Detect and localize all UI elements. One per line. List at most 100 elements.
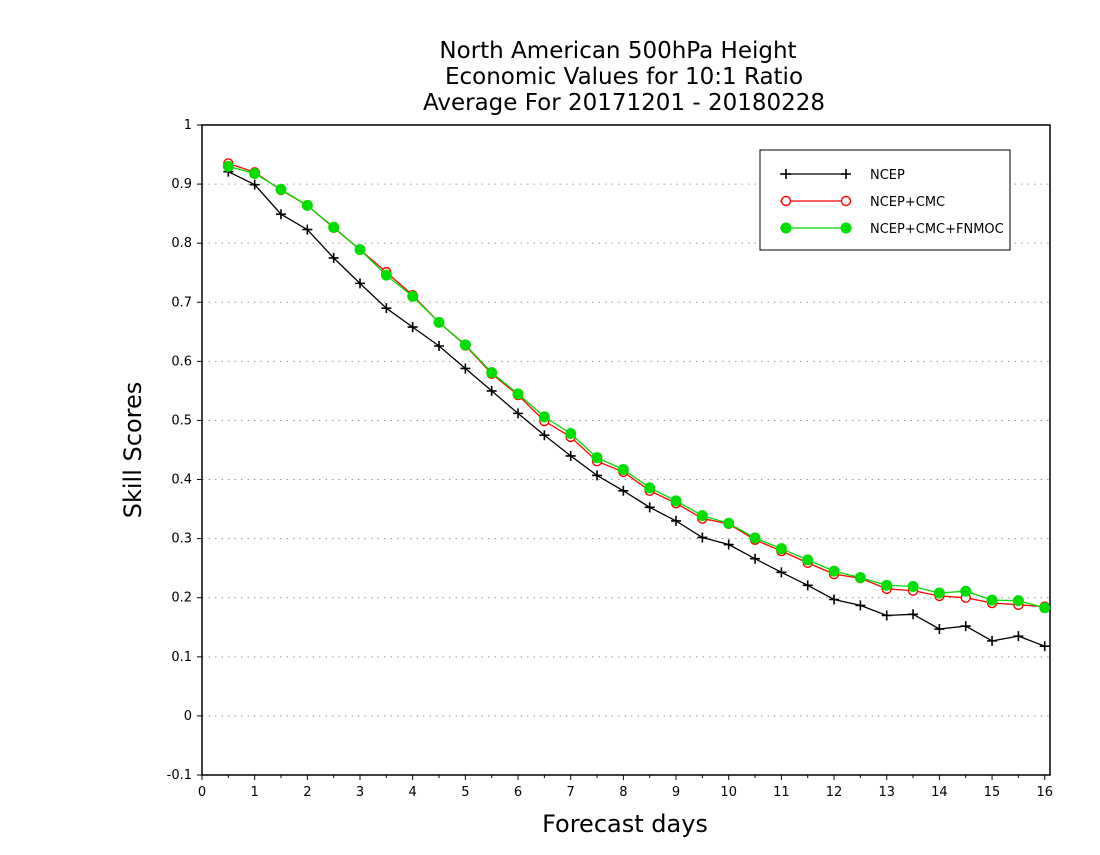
x-tick-label: 14 — [931, 785, 948, 800]
series-ncep — [223, 166, 1050, 652]
legend-marker — [780, 195, 792, 207]
x-tick-label: 5 — [461, 785, 469, 800]
point-ncep — [513, 408, 524, 419]
point-ncep — [644, 502, 655, 513]
point-ncep-cmc-fnmoc — [986, 594, 998, 606]
legend-label: NCEP+CMC+FNMOC — [870, 222, 1004, 237]
legend-box — [759, 149, 1011, 251]
point-ncep — [276, 209, 287, 220]
point-ncep — [381, 303, 392, 314]
point-ncep-cmc-fnmoc — [301, 199, 313, 211]
series-ncep-cmc-fnmoc — [222, 160, 1051, 614]
point-ncep — [565, 450, 576, 461]
point-ncep — [618, 485, 629, 496]
y-tick-label: 0 — [184, 709, 192, 724]
gridlines — [202, 183, 1050, 717]
y-tick-label: 0.4 — [171, 473, 192, 488]
y-axis-label: Skill Scores — [119, 382, 147, 519]
point-ncep-cmc-fnmoc — [275, 183, 287, 195]
x-tick-label: 7 — [567, 785, 575, 800]
point-ncep — [908, 609, 919, 620]
x-tick-label: 10 — [720, 785, 737, 800]
point-ncep-cmc-fnmoc — [512, 388, 524, 400]
point-ncep — [328, 252, 339, 263]
y-axis-ticks: -0.1 0 0.1 0.2 0.3 0.4 0.5 0.6 0.7 0.8 0.9 1 — [167, 118, 202, 783]
point-ncep-cmc-fnmoc — [644, 482, 656, 494]
y-tick-label: 0.9 — [171, 177, 192, 192]
legend-entry: NCEP+CMC+FNMOC — [780, 222, 1004, 237]
point-ncep-cmc-fnmoc — [222, 160, 234, 172]
point-ncep-cmc-fnmoc — [749, 532, 761, 544]
point-ncep-cmc-fnmoc — [1039, 602, 1051, 614]
point-ncep-cmc-fnmoc — [828, 565, 840, 577]
point-ncep — [1013, 631, 1024, 642]
x-tick-label: 15 — [984, 785, 1001, 800]
y-tick-label: 0.3 — [171, 532, 192, 547]
point-ncep-cmc-fnmoc — [696, 510, 708, 522]
point-ncep — [249, 179, 260, 190]
y-tick-label: -0.1 — [167, 768, 192, 783]
point-ncep — [592, 470, 603, 481]
point-ncep — [671, 515, 682, 526]
legend-marker — [781, 169, 791, 179]
legend-entry: NCEP — [780, 168, 905, 183]
point-ncep-cmc-fnmoc — [802, 554, 814, 566]
point-ncep — [934, 624, 945, 635]
point-ncep-cmc-fnmoc — [591, 452, 603, 464]
point-ncep — [776, 567, 787, 578]
legend-entry: NCEP+CMC — [780, 195, 945, 210]
y-tick-label: 0.6 — [171, 354, 192, 369]
legend-label: NCEP — [870, 168, 905, 183]
point-ncep — [486, 385, 497, 396]
legend-marker — [780, 222, 792, 234]
legend-marker — [840, 195, 852, 207]
chart-title-line-2: Economic Values for 10:1 Ratio — [445, 64, 803, 90]
point-ncep-cmc-fnmoc — [617, 464, 629, 475]
point-ncep — [539, 430, 550, 441]
point-ncep-cmc-fnmoc — [670, 495, 682, 507]
point-ncep — [802, 580, 813, 591]
legend: NCEP NCEP+CMC NCEP+CMC+FNMOC — [759, 149, 1011, 251]
point-ncep — [987, 635, 998, 646]
point-ncep-cmc-fnmoc — [433, 316, 445, 328]
point-ncep-cmc-fnmoc — [354, 244, 366, 256]
point-ncep — [355, 278, 366, 289]
point-ncep-cmc-fnmoc — [775, 543, 787, 555]
point-ncep — [302, 224, 313, 235]
point-ncep — [829, 594, 840, 605]
y-tick-label: 1 — [184, 118, 192, 133]
point-ncep-cmc-fnmoc — [380, 269, 392, 281]
point-ncep — [750, 553, 761, 564]
x-tick-label: 12 — [826, 785, 843, 800]
point-ncep-cmc-fnmoc — [1012, 595, 1024, 607]
point-ncep — [855, 600, 866, 611]
point-ncep-cmc-fnmoc — [538, 411, 550, 423]
point-ncep-cmc-fnmoc — [907, 581, 919, 592]
point-ncep-cmc-fnmoc — [407, 290, 419, 302]
x-axis-label: Forecast days — [542, 810, 708, 838]
series-layer — [222, 158, 1051, 652]
chart-title: North American 500hPa Height Economic Va… — [423, 38, 825, 116]
point-ncep-cmc-fnmoc — [459, 339, 471, 351]
point-ncep — [723, 539, 734, 550]
y-tick-label: 0.1 — [171, 650, 192, 665]
x-tick-label: 0 — [198, 785, 206, 800]
point-ncep-cmc-fnmoc — [854, 572, 866, 584]
point-ncep — [407, 322, 418, 333]
x-tick-label: 16 — [1036, 785, 1053, 800]
x-axis-ticks: 0 1 2 3 4 5 6 7 8 9 10 11 12 13 14 15 16 — [198, 775, 1053, 800]
point-ncep — [697, 532, 708, 543]
point-ncep — [1039, 641, 1050, 652]
point-ncep-cmc-fnmoc — [881, 579, 893, 591]
point-ncep — [881, 610, 892, 621]
y-tick-label: 0.2 — [171, 591, 192, 606]
x-tick-label: 11 — [773, 785, 790, 800]
point-ncep — [434, 341, 445, 351]
point-ncep-cmc-fnmoc — [486, 367, 498, 379]
legend-label: NCEP+CMC — [870, 195, 945, 210]
legend-marker — [841, 169, 851, 179]
x-tick-label: 1 — [251, 785, 259, 800]
y-tick-label: 0.5 — [171, 413, 192, 428]
chart-title-line-3: Average For 20171201 - 20180228 — [423, 90, 825, 116]
